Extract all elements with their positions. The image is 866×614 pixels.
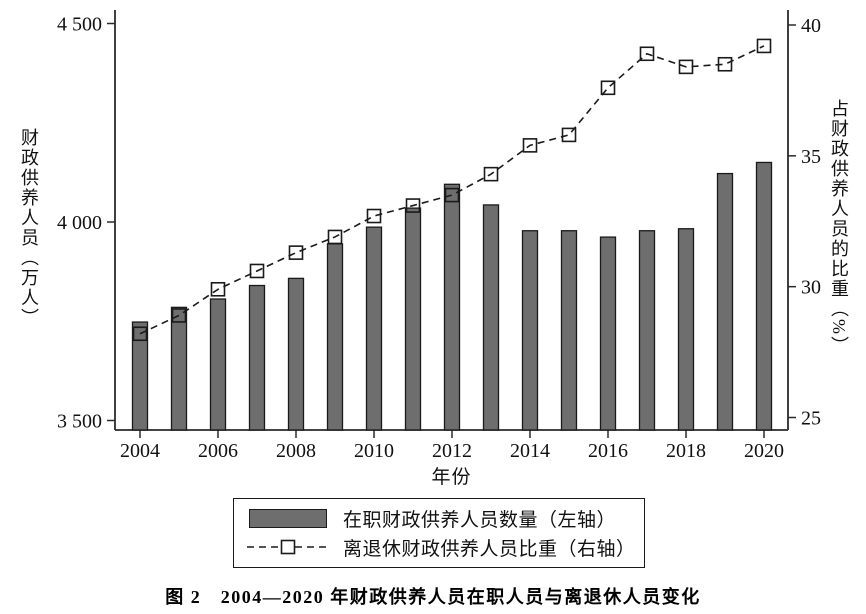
- x-axis-tick-label: 2014: [510, 440, 550, 462]
- marker-2017: [639, 46, 655, 62]
- legend-entry-bars: 在职财政供养人员数量（左轴）: [246, 506, 632, 532]
- marker-2014: [522, 138, 538, 153]
- x-axis-tick-label: 2008: [276, 440, 316, 462]
- marker-2016: [600, 80, 616, 96]
- marker-2018: [678, 59, 694, 75]
- bar-2004: [131, 321, 149, 431]
- marker-2010: [366, 208, 382, 224]
- figure-caption: 图 2 2004—2020 年财政供养人员在职人员与离退休人员变化: [165, 587, 701, 607]
- legend-bar-swatch-cell: [246, 509, 330, 529]
- right-axis-tick-label: 30: [801, 277, 821, 299]
- bar-2019: [716, 172, 734, 431]
- x-axis-tick-label: 2020: [744, 440, 784, 462]
- plot-area: 3 500 4 000 4 500 25 30 35 40 2004 2006 2008 2010 2…: [57, 10, 821, 462]
- marker-2015: [561, 127, 577, 143]
- marker-2008: [288, 245, 304, 260]
- bar-2016: [599, 236, 617, 431]
- marker-2007: [249, 263, 265, 279]
- x-axis-tick-label: 2010: [354, 440, 394, 462]
- legend: 在职财政供养人员数量（左轴） 离退休财政供养人员比重（右轴）: [233, 498, 645, 568]
- marker-2012: [444, 187, 460, 203]
- left-y-axis-label: 财政供养人员（万人）: [19, 127, 39, 328]
- right-axis-tick-label: 25: [801, 408, 821, 430]
- marker-2019: [717, 56, 733, 72]
- bar-2020: [755, 161, 773, 431]
- x-axis-tick-label: 2016: [588, 440, 628, 462]
- bar-2011: [404, 207, 422, 431]
- marker-2006: [210, 281, 226, 297]
- x-axis-tick-label: 2018: [666, 440, 706, 462]
- bar-2012: [443, 183, 461, 431]
- bar-2014: [521, 230, 539, 431]
- bar-2018: [677, 228, 695, 431]
- bar-2005: [170, 306, 188, 431]
- left-axis-tick-label: 4 500: [57, 14, 102, 36]
- x-axis-tick-label: 2006: [198, 440, 238, 462]
- bar-2007: [248, 284, 266, 431]
- left-axis-tick-label: 3 500: [57, 411, 102, 433]
- marker-2020: [756, 38, 772, 54]
- x-axis-tick-label: 2012: [432, 440, 472, 462]
- bar-2009: [326, 243, 344, 431]
- bar-2008: [287, 277, 305, 431]
- right-axis-tick-label: 35: [801, 146, 821, 168]
- bar-2015: [560, 230, 578, 431]
- retiree-share-line: [139, 45, 765, 335]
- marker-2011: [405, 198, 421, 213]
- marker-2005: [171, 308, 187, 323]
- legend-entry-line: 离退休财政供养人员比重（右轴）: [246, 534, 635, 560]
- legend-line-swatch-cell: [246, 537, 330, 557]
- x-axis-tick-label: 2004: [120, 440, 160, 462]
- bar-2006: [209, 298, 227, 431]
- x-axis-label: 年份: [431, 467, 472, 488]
- legend-bar-label: 在职财政供养人员数量（左轴）: [343, 510, 617, 532]
- legend-dashed-line-square-swatch: [247, 540, 329, 555]
- legend-bar-swatch: [249, 509, 327, 529]
- bar-2017: [638, 230, 656, 431]
- marker-2004: [132, 326, 148, 342]
- legend-line-label: 离退休财政供养人员比重（右轴）: [343, 538, 636, 560]
- right-y-axis-label: 占财政供养人员的比重（%）: [829, 99, 849, 356]
- marker-2009: [327, 229, 343, 245]
- bar-2010: [365, 226, 383, 431]
- marker-2013: [483, 166, 499, 182]
- left-axis-tick-label: 4 000: [57, 212, 102, 234]
- bar-2013: [482, 204, 500, 431]
- right-axis-tick-label: 40: [801, 15, 821, 37]
